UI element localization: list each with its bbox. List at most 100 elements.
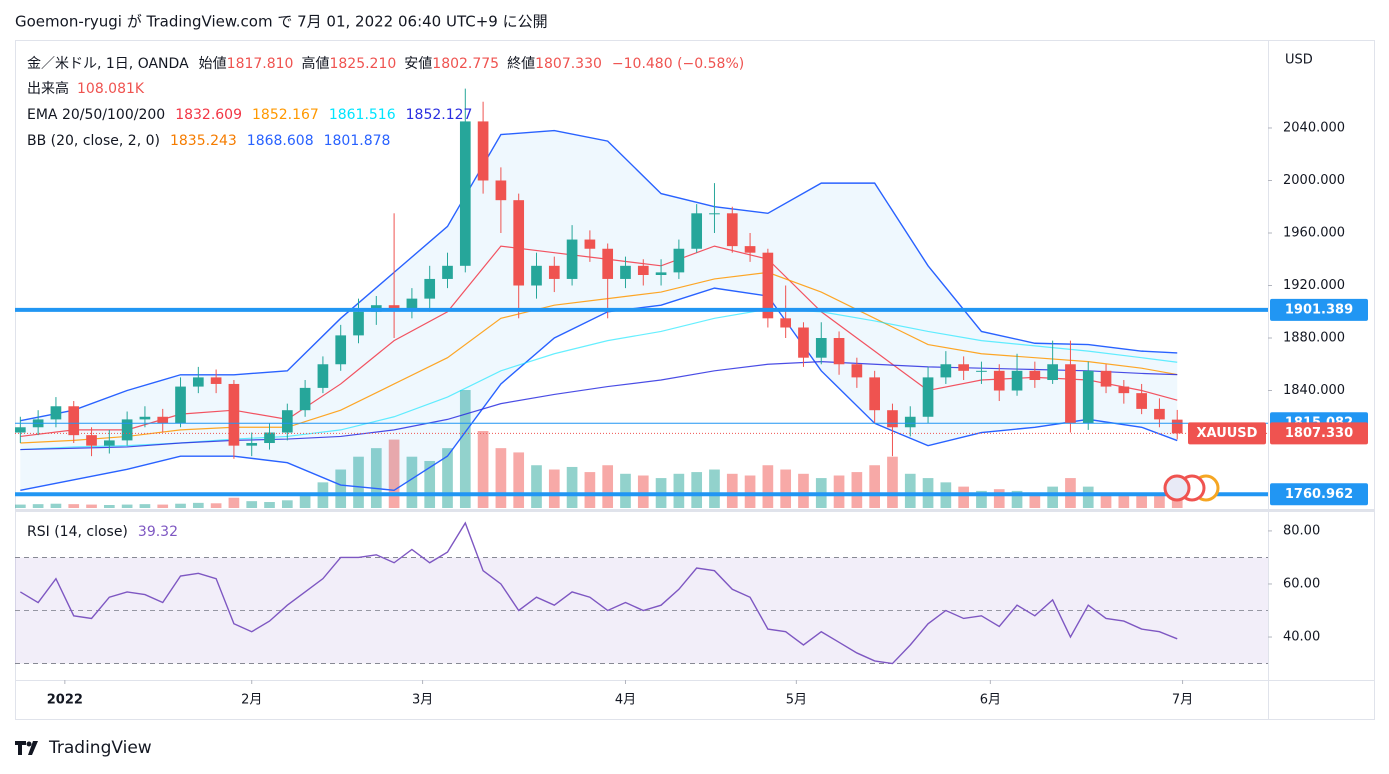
y-tick-label: 1840.000 bbox=[1283, 383, 1345, 398]
candle-body bbox=[726, 213, 738, 247]
price-label-box bbox=[1270, 483, 1368, 506]
rsi-value: 39.32 bbox=[138, 524, 178, 540]
volume-bar bbox=[175, 503, 186, 508]
candle-body bbox=[833, 338, 845, 365]
brand-name: TradingView bbox=[48, 738, 152, 758]
candle-body bbox=[1171, 419, 1183, 434]
candle-body bbox=[620, 265, 631, 279]
x-tick-label: 6月 bbox=[980, 693, 1001, 708]
volume-bar bbox=[726, 473, 738, 508]
volume-bar bbox=[798, 473, 809, 508]
volume-bar bbox=[370, 448, 382, 508]
candle-body bbox=[958, 364, 969, 371]
volume-bar bbox=[744, 475, 756, 508]
volume-bar bbox=[531, 465, 542, 508]
candle-body bbox=[459, 121, 471, 266]
candle-body bbox=[709, 213, 720, 215]
candle-body bbox=[299, 387, 311, 411]
candle-body bbox=[15, 427, 26, 433]
volume-bar bbox=[442, 448, 453, 508]
rsi-y-tick-label: 40.00 bbox=[1283, 630, 1320, 645]
x-tick-label: 7月 bbox=[1172, 693, 1193, 708]
volume-bar bbox=[851, 472, 863, 508]
candle-body bbox=[228, 383, 240, 446]
frame bbox=[15, 40, 1375, 720]
y-tick-label: 1920.000 bbox=[1283, 278, 1345, 293]
volume-bar bbox=[1011, 490, 1023, 508]
candle-body bbox=[68, 406, 80, 436]
candle-body bbox=[976, 370, 987, 372]
candle-body bbox=[388, 305, 400, 310]
rsi-label: RSI (14, close) bbox=[27, 524, 128, 540]
candle-body bbox=[50, 406, 62, 420]
candle-body bbox=[548, 265, 560, 279]
candle-body bbox=[691, 213, 703, 249]
candle-body bbox=[940, 364, 952, 378]
candle-body bbox=[317, 364, 329, 388]
volume-bar bbox=[1047, 486, 1058, 508]
volume-bar bbox=[513, 452, 525, 508]
legend-ema: EMA 20/50/100/200 1832.609 1852.167 1861.51… bbox=[27, 107, 472, 123]
candle-body bbox=[993, 370, 1005, 391]
last-price-label: 1807.330 bbox=[1285, 426, 1353, 441]
ticker-label: XAUUSD bbox=[1197, 426, 1258, 441]
volume-bar bbox=[281, 500, 293, 508]
x-tick-label: 2022 bbox=[47, 693, 83, 708]
volume-bar bbox=[869, 465, 880, 508]
candle-body bbox=[442, 265, 453, 279]
candle-body bbox=[264, 432, 275, 444]
ema-value: 1832.609 bbox=[175, 107, 242, 123]
volume-bar bbox=[335, 469, 347, 508]
volume-label: 出来高 bbox=[27, 80, 69, 97]
candle-body bbox=[584, 239, 596, 249]
price-label: 1901.389 bbox=[1285, 302, 1353, 317]
volume-bar bbox=[1082, 486, 1094, 508]
candle-body bbox=[851, 364, 863, 378]
volume-bar bbox=[406, 456, 418, 508]
volume-bar bbox=[1100, 492, 1112, 508]
open-label: 始値 bbox=[199, 56, 227, 72]
low-label: 安値 bbox=[404, 56, 432, 72]
close-value: 1807.330 bbox=[535, 56, 602, 72]
ema-value: 1852.127 bbox=[406, 107, 473, 123]
last-price-box bbox=[1270, 422, 1368, 445]
volume-bar bbox=[780, 469, 792, 508]
open-value: 1817.810 bbox=[227, 56, 294, 72]
volume-bar bbox=[548, 469, 560, 508]
bb-value: 1801.878 bbox=[324, 133, 391, 149]
candle-body bbox=[1136, 393, 1147, 409]
volume-bar bbox=[424, 460, 436, 508]
ema-label: EMA 20/50/100/200 bbox=[27, 107, 165, 123]
volume-bar bbox=[1136, 494, 1147, 508]
close-label: 終値 bbox=[507, 56, 535, 72]
candle-body bbox=[1047, 364, 1058, 381]
volume-bar bbox=[299, 496, 311, 508]
candle-body bbox=[424, 278, 436, 299]
candle-body bbox=[281, 410, 293, 433]
candle-body bbox=[121, 419, 133, 441]
flag-icon bbox=[1163, 474, 1191, 502]
volume-bar bbox=[68, 504, 80, 508]
candle-body bbox=[780, 318, 792, 328]
candle-body bbox=[904, 416, 916, 428]
volume-bar bbox=[86, 504, 97, 508]
x-tick-label: 5月 bbox=[786, 693, 807, 708]
high-label: 高値 bbox=[301, 55, 329, 72]
low-value: 1802.775 bbox=[432, 56, 499, 72]
candle-body bbox=[335, 335, 347, 365]
legend-ohlc: 金／米ドル, 1日, OANDA 始値1817.810 高値1825.210 安値18… bbox=[27, 55, 744, 72]
volume-bar bbox=[620, 473, 631, 508]
volume-bar bbox=[904, 473, 916, 508]
volume-bar bbox=[976, 490, 987, 508]
candle-body bbox=[192, 377, 204, 387]
ema-value: 1861.516 bbox=[329, 107, 396, 123]
volume-bar bbox=[566, 466, 578, 508]
volume-bar bbox=[709, 469, 720, 508]
ema-value: 1852.167 bbox=[252, 107, 319, 123]
volume-bar bbox=[459, 390, 471, 508]
legend-bb: BB (20, close, 2, 0) 1835.243 1868.608 1801… bbox=[27, 133, 390, 149]
volume-bar bbox=[833, 475, 845, 508]
